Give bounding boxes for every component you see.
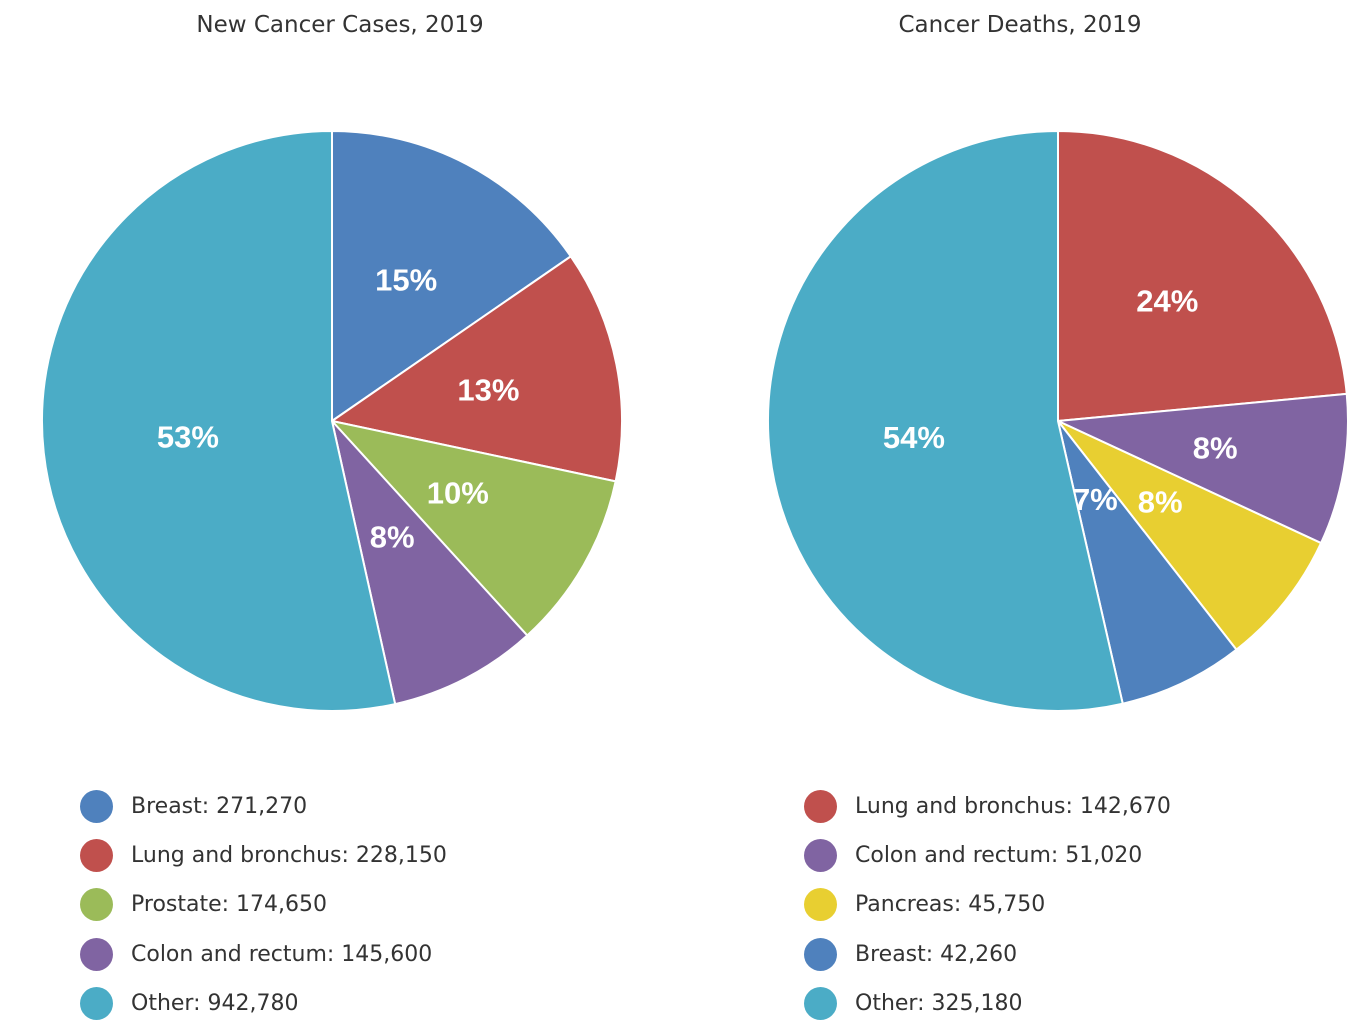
legend-item[interactable]: Lung and bronchus: 142,670 — [804, 782, 1171, 831]
legend-label: Other: 942,780 — [131, 990, 299, 1016]
pie-slice-breast — [1057, 420, 1238, 705]
legend-swatch-icon — [804, 839, 837, 873]
legend-label: Pancreas: 45,750 — [855, 892, 1046, 918]
legend-swatch-icon — [804, 937, 837, 971]
legend-item[interactable]: Colon and rectum: 51,020 — [804, 831, 1171, 880]
legend-item[interactable]: Breast: 271,270 — [80, 782, 447, 831]
chart-title: Cancer Deaths, 2019 — [898, 12, 1142, 38]
slice-percent-label: 53% — [157, 419, 219, 454]
legend-label: Breast: 271,270 — [131, 794, 308, 820]
legend-swatch-icon — [80, 986, 113, 1020]
chart-panel-deaths: Cancer Deaths, 2019 24% 8% 8% 7% 54% Lung an… — [680, 0, 1360, 1032]
pie-chart-deaths: 24% 8% 8% 7% 54% — [767, 129, 1349, 712]
legend-item[interactable]: Other: 325,180 — [804, 979, 1171, 1028]
legend-label: Colon and rectum: 51,020 — [855, 843, 1143, 869]
pie-slice-pancreas — [1057, 420, 1323, 652]
pie-slice-lung-and-bronchus — [329, 254, 623, 483]
legend-item[interactable]: Prostate: 174,650 — [80, 880, 447, 929]
slice-percent-label: 8% — [1138, 485, 1183, 520]
slice-percent-label: 24% — [1136, 283, 1198, 318]
legend-swatch-icon — [804, 888, 837, 922]
legend-label: Prostate: 174,650 — [131, 892, 328, 918]
pie-slice-other — [767, 129, 1124, 712]
legend-swatch-icon — [80, 937, 113, 971]
legend-swatch-icon — [80, 839, 113, 873]
chart-title: New Cancer Cases, 2019 — [196, 12, 484, 38]
legend-label: Breast: 42,260 — [855, 941, 1018, 967]
legend-swatch-icon — [804, 790, 837, 824]
legend-item[interactable]: Colon and rectum: 145,600 — [80, 930, 447, 979]
chart-panel-new-cases: New Cancer Cases, 2019 15% 13% 10% 8% 53% Br… — [41, 12, 623, 1028]
pie-slice-colon-and-rectum — [1054, 392, 1349, 545]
legend-label: Colon and rectum: 145,600 — [131, 941, 433, 967]
legend-swatch-icon — [80, 888, 113, 922]
slice-percent-label: 8% — [1193, 431, 1238, 466]
slice-percent-label: 54% — [883, 420, 945, 455]
legend-item[interactable]: Lung and bronchus: 228,150 — [80, 831, 447, 880]
pie-slice-lung-and-bronchus — [1057, 129, 1348, 423]
legend-item[interactable]: Other: 942,780 — [80, 979, 447, 1028]
slice-percent-label: 10% — [427, 476, 489, 511]
slice-percent-label: 15% — [375, 262, 437, 297]
legend-item[interactable]: Pancreas: 45,750 — [804, 880, 1171, 929]
legend-swatch-icon — [804, 986, 837, 1020]
pie-slice-breast — [331, 129, 573, 423]
slice-percent-label: 7% — [1073, 482, 1118, 517]
legend: Breast: 271,270 Lung and bronchus: 228,15… — [80, 782, 447, 1028]
slice-percent-label: 8% — [370, 519, 415, 554]
pie-slice-colon-and-rectum — [330, 417, 529, 706]
pie-chart-new-cases: 15% 13% 10% 8% 53% — [41, 129, 623, 712]
legend-item[interactable]: Breast: 42,260 — [804, 930, 1171, 979]
pie-slice-prostate — [329, 419, 617, 637]
legend: Lung and bronchus: 142,670 Colon and rect… — [804, 782, 1171, 1028]
slice-percent-label: 13% — [457, 372, 519, 407]
legend-label: Other: 325,180 — [855, 990, 1023, 1016]
pie-slice-other — [41, 129, 397, 712]
legend-label: Lung and bronchus: 228,150 — [131, 843, 447, 869]
legend-swatch-icon — [80, 790, 113, 824]
legend-label: Lung and bronchus: 142,670 — [855, 794, 1171, 820]
